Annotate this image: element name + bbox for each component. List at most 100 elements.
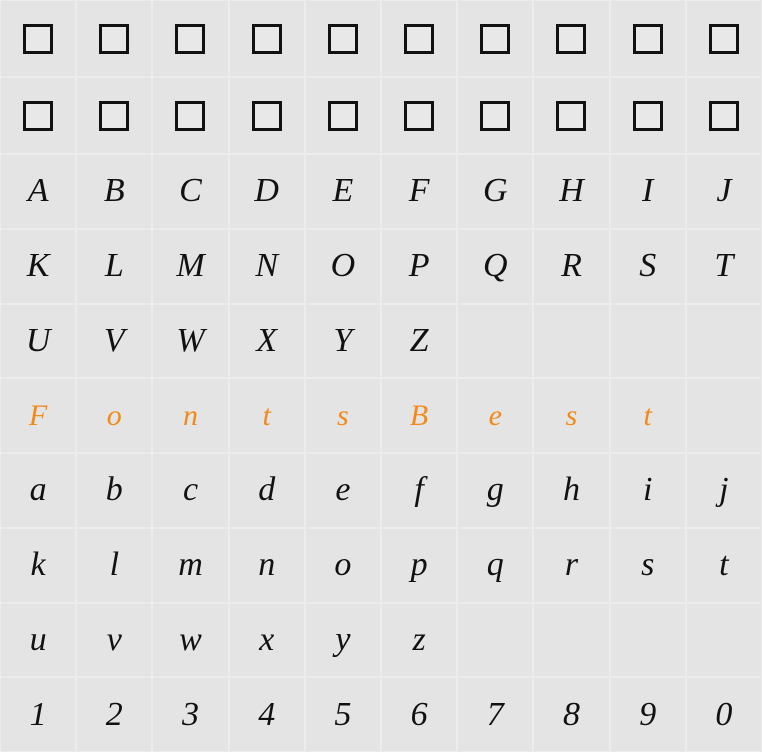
uppercase-glyph: X (229, 304, 305, 379)
orange-glyph: e (457, 378, 533, 453)
square-glyph (328, 101, 358, 131)
glyph-cell (0, 0, 76, 77)
digit-glyph: 2 (76, 677, 152, 752)
lowercase-glyph: a (0, 453, 76, 528)
lowercase-glyph: y (305, 603, 381, 678)
orange-glyph: s (305, 378, 381, 453)
uppercase-glyph: P (381, 229, 457, 304)
square-glyph (404, 24, 434, 54)
orange-glyph: t (229, 378, 305, 453)
uppercase-glyph: A (0, 154, 76, 229)
glyph-cell (610, 0, 686, 77)
glyph-cell (381, 0, 457, 77)
square-glyph (99, 24, 129, 54)
square-glyph (404, 101, 434, 131)
glyph-cell (533, 77, 609, 154)
lowercase-glyph: n (229, 528, 305, 603)
uppercase-glyph: M (152, 229, 228, 304)
square-glyph (99, 101, 129, 131)
glyph-cell (381, 77, 457, 154)
uppercase-glyph: V (76, 304, 152, 379)
glyph-cell (610, 603, 686, 678)
glyph-cell (686, 0, 762, 77)
lowercase-glyph: r (533, 528, 609, 603)
glyph-cell (305, 77, 381, 154)
lowercase-glyph: k (0, 528, 76, 603)
lowercase-glyph: w (152, 603, 228, 678)
lowercase-glyph: l (76, 528, 152, 603)
uppercase-glyph: G (457, 154, 533, 229)
lowercase-glyph: h (533, 453, 609, 528)
orange-glyph: s (533, 378, 609, 453)
glyph-cell (152, 0, 228, 77)
orange-glyph: o (76, 378, 152, 453)
lowercase-glyph: x (229, 603, 305, 678)
uppercase-glyph: U (0, 304, 76, 379)
glyph-cell (686, 77, 762, 154)
uppercase-glyph: T (686, 229, 762, 304)
uppercase-glyph: F (381, 154, 457, 229)
square-glyph (556, 24, 586, 54)
uppercase-glyph: L (76, 229, 152, 304)
digit-glyph: 3 (152, 677, 228, 752)
uppercase-glyph: H (533, 154, 609, 229)
glyph-cell (457, 77, 533, 154)
uppercase-glyph: I (610, 154, 686, 229)
glyph-cell (457, 0, 533, 77)
digit-glyph: 0 (686, 677, 762, 752)
square-glyph (23, 101, 53, 131)
digit-glyph: 6 (381, 677, 457, 752)
square-glyph (252, 101, 282, 131)
glyph-cell (457, 304, 533, 379)
lowercase-glyph: v (76, 603, 152, 678)
uppercase-glyph: J (686, 154, 762, 229)
square-glyph (480, 101, 510, 131)
uppercase-glyph: E (305, 154, 381, 229)
square-glyph (252, 24, 282, 54)
glyph-cell (533, 0, 609, 77)
glyph-cell (533, 603, 609, 678)
glyph-cell (457, 603, 533, 678)
square-glyph (709, 101, 739, 131)
lowercase-glyph: g (457, 453, 533, 528)
lowercase-glyph: s (610, 528, 686, 603)
glyph-cell (0, 77, 76, 154)
uppercase-glyph: C (152, 154, 228, 229)
lowercase-glyph: p (381, 528, 457, 603)
orange-glyph: B (381, 378, 457, 453)
glyph-cell (229, 77, 305, 154)
square-glyph (23, 24, 53, 54)
glyph-cell (610, 77, 686, 154)
lowercase-glyph: c (152, 453, 228, 528)
digit-glyph: 1 (0, 677, 76, 752)
lowercase-glyph: q (457, 528, 533, 603)
glyph-grid: ABCDEFGHIJKLMNOPQRSTUVWXYZFontsBestabcde… (0, 0, 762, 752)
square-glyph (175, 101, 205, 131)
uppercase-glyph: Q (457, 229, 533, 304)
square-glyph (709, 24, 739, 54)
lowercase-glyph: m (152, 528, 228, 603)
lowercase-glyph: b (76, 453, 152, 528)
orange-glyph: F (0, 378, 76, 453)
lowercase-glyph: o (305, 528, 381, 603)
glyph-cell (152, 77, 228, 154)
uppercase-glyph: D (229, 154, 305, 229)
square-glyph (480, 24, 510, 54)
uppercase-glyph: O (305, 229, 381, 304)
glyph-cell (305, 0, 381, 77)
square-glyph (633, 24, 663, 54)
lowercase-glyph: t (686, 528, 762, 603)
glyph-cell (229, 0, 305, 77)
uppercase-glyph: N (229, 229, 305, 304)
digit-glyph: 9 (610, 677, 686, 752)
glyph-cell (686, 378, 762, 453)
lowercase-glyph: f (381, 453, 457, 528)
lowercase-glyph: u (0, 603, 76, 678)
orange-glyph: n (152, 378, 228, 453)
glyph-cell (686, 304, 762, 379)
digit-glyph: 7 (457, 677, 533, 752)
uppercase-glyph: Y (305, 304, 381, 379)
lowercase-glyph: z (381, 603, 457, 678)
glyph-cell (76, 77, 152, 154)
glyph-cell (76, 0, 152, 77)
